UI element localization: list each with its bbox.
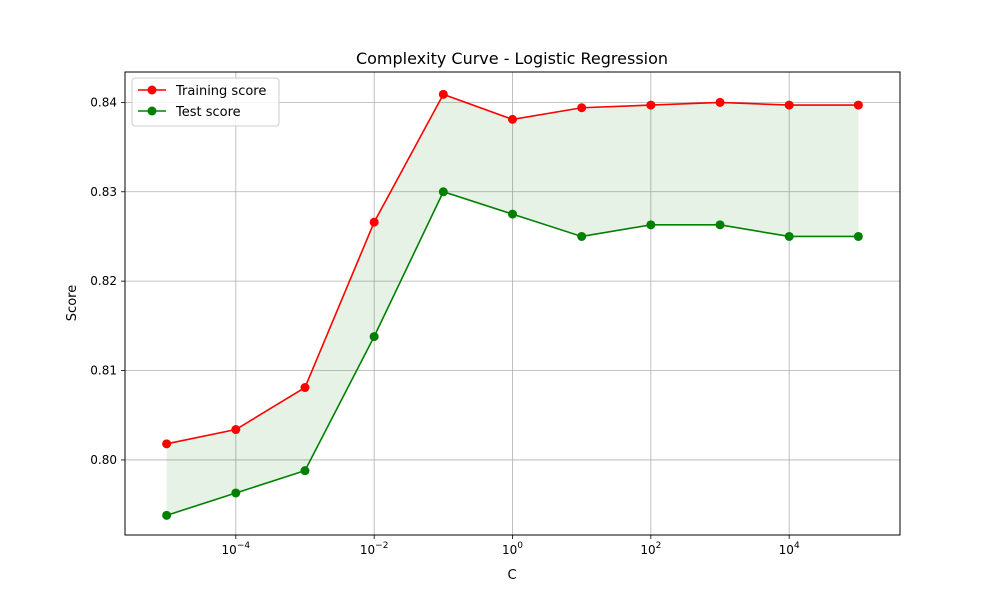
data-point-test xyxy=(300,466,310,476)
data-point-test xyxy=(162,510,172,520)
data-point-training xyxy=(577,103,587,113)
x-tick-label: 104 xyxy=(779,541,800,557)
shaded-band xyxy=(166,94,859,516)
data-point-training xyxy=(784,100,794,110)
data-point-test xyxy=(508,209,517,219)
data-point-training xyxy=(162,439,172,449)
chart-title: Complexity Curve - Logistic Regression xyxy=(356,49,668,68)
data-point-training xyxy=(646,100,656,110)
x-ticks: 10−4 10−2 100 102 104 xyxy=(222,535,800,557)
data-point-training xyxy=(508,114,517,124)
data-point-test xyxy=(646,220,656,230)
data-point-training xyxy=(369,217,379,227)
shaded-band-layer xyxy=(166,94,859,516)
legend-marker-training xyxy=(147,85,157,95)
legend-label-test: Test score xyxy=(175,105,241,120)
data-point-training xyxy=(300,383,310,393)
x-axis-label: C xyxy=(507,568,516,583)
data-point-training xyxy=(853,100,863,110)
y-tick-label: 0.81 xyxy=(90,364,117,378)
data-point-test xyxy=(369,332,379,342)
y-tick-label: 0.84 xyxy=(90,95,117,109)
y-axis-label: Score xyxy=(65,285,80,321)
x-tick-label: 10−2 xyxy=(360,541,389,557)
x-tick-label: 102 xyxy=(640,541,661,557)
x-tick-label: 100 xyxy=(502,541,523,557)
x-tick-label: 10−4 xyxy=(222,541,251,557)
legend-box xyxy=(131,77,280,127)
legend-marker-test xyxy=(147,106,157,116)
series-layer xyxy=(162,89,863,520)
legend-label-training: Training score xyxy=(175,84,266,99)
data-point-training xyxy=(438,89,448,99)
y-tick-label: 0.82 xyxy=(90,274,117,288)
data-point-test xyxy=(715,220,725,230)
data-point-training xyxy=(715,97,725,107)
data-point-test xyxy=(784,231,794,241)
data-point-training xyxy=(231,425,241,435)
data-point-test xyxy=(853,231,863,241)
y-tick-label: 0.83 xyxy=(90,185,117,199)
data-point-test xyxy=(231,488,241,498)
data-point-test xyxy=(577,231,587,241)
y-tick-label: 0.80 xyxy=(90,453,117,467)
grid-lines xyxy=(125,72,900,535)
legend: Training score Test score xyxy=(131,77,280,127)
data-point-test xyxy=(438,187,448,197)
y-ticks: 0.80 0.81 0.82 0.83 0.84 xyxy=(90,95,125,467)
